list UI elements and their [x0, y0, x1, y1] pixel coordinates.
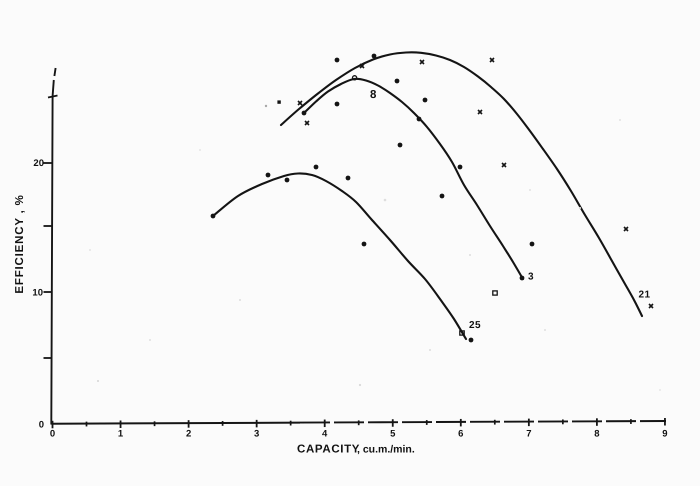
svg-text:0: 0 — [50, 429, 55, 440]
svg-text:EFFICIENCY , %: EFFICIENCY , % — [14, 194, 26, 293]
svg-text:3: 3 — [254, 429, 259, 440]
svg-text:7: 7 — [526, 429, 531, 440]
svg-text:, cu.m./min.: , cu.m./min. — [357, 444, 415, 456]
svg-text:4: 4 — [322, 429, 328, 440]
svg-text:20: 20 — [33, 158, 44, 169]
svg-text:25: 25 — [469, 320, 481, 331]
svg-text:8: 8 — [594, 429, 599, 440]
svg-text:3: 3 — [528, 272, 534, 283]
svg-text:2: 2 — [186, 429, 191, 440]
svg-text:CAPACITY: CAPACITY — [297, 444, 360, 456]
svg-text:5: 5 — [390, 429, 396, 440]
svg-text:8: 8 — [370, 89, 377, 101]
svg-text:10: 10 — [32, 288, 43, 299]
svg-text:0: 0 — [39, 420, 44, 431]
svg-text:21: 21 — [639, 290, 651, 301]
svg-text:1: 1 — [118, 429, 124, 440]
svg-text:6: 6 — [458, 429, 463, 440]
svg-text:9: 9 — [662, 429, 667, 440]
